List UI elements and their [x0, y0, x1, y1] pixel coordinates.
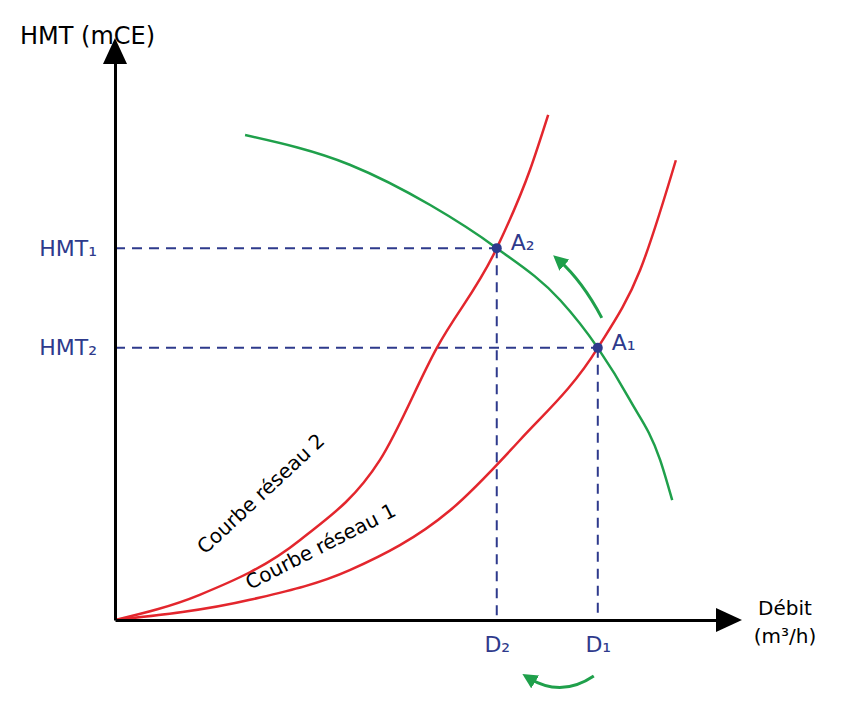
curve-label: Courbe réseau 1 [241, 498, 399, 594]
point-label: A₁ [612, 330, 636, 355]
shift-arrow [529, 676, 594, 688]
y-axis-title: HMT (mCE) [20, 22, 155, 50]
curve [115, 115, 548, 620]
tick-label: D₁ [585, 632, 611, 657]
axis-line [114, 61, 117, 621]
guide-line [597, 348, 599, 620]
tick: HMT₁ [39, 236, 115, 261]
operating-point [593, 343, 603, 353]
x-axis: D₂ D₁ [116, 620, 721, 657]
tick-label: HMT₁ [39, 236, 97, 261]
guide-line [115, 347, 598, 349]
operating-point [492, 243, 502, 253]
x-axis-title: Débit(m³/h) [754, 596, 817, 648]
axis-arrow [716, 608, 742, 632]
tick: HMT₂ [39, 335, 115, 360]
curve [115, 160, 676, 620]
plot-area [115, 115, 676, 620]
tick: D₁ [585, 620, 611, 657]
guide-line [115, 247, 497, 249]
point-label: A₂ [511, 230, 535, 255]
chart: D₂ D₁ HMT₁ HMT₂ HMT (mCE) Débit(m³/h) A₁ A₂ Cour… [0, 0, 841, 712]
shift-arrow [559, 260, 602, 318]
tick-label: D₂ [484, 632, 510, 657]
y-axis: HMT₁ HMT₂ [39, 61, 115, 621]
guide-line [496, 248, 498, 620]
curve-label: Courbe réseau 2 [192, 428, 329, 558]
axis-line [116, 619, 721, 622]
tick: D₂ [484, 620, 510, 657]
tick-label: HMT₂ [39, 335, 97, 360]
